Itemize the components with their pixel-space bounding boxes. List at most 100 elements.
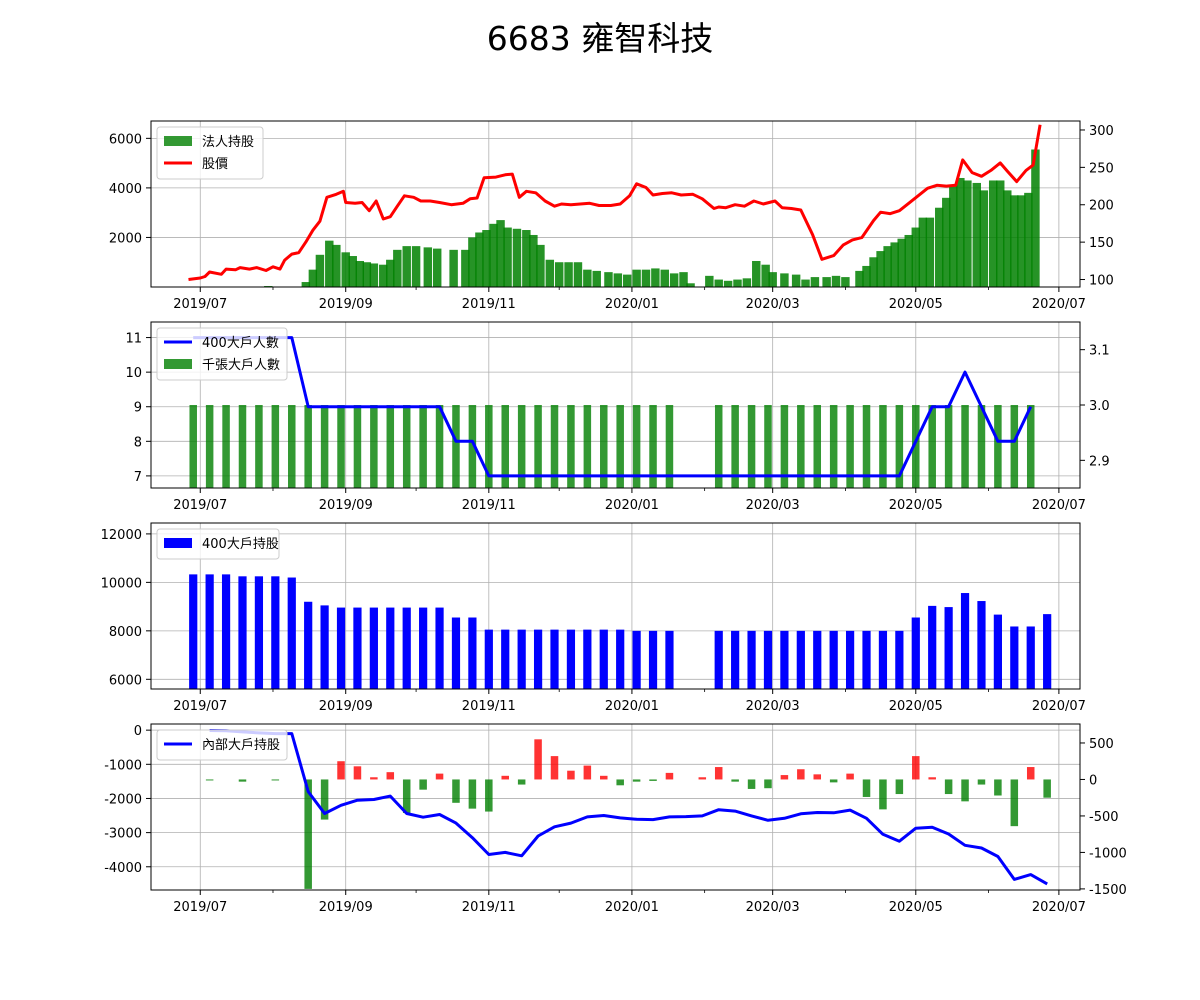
institutional-holding-bar	[841, 277, 850, 287]
thousand-lot-holder-bar	[485, 405, 493, 488]
weekly-change-bar	[649, 779, 657, 781]
holder-400-shares-bar	[845, 630, 855, 689]
y-right-tick-label: 100	[1089, 274, 1114, 289]
institutional-holding-bar	[355, 260, 365, 287]
thousand-lot-holder-bar	[435, 405, 444, 488]
thousand-lot-holder-bar	[747, 405, 756, 488]
institutional-holding-bar	[963, 180, 972, 287]
institutional-holding-bar	[411, 246, 421, 287]
panel-1: 2019/07 2019/09 2019/11 2020/01 2020/03 2020/…	[109, 120, 1114, 312]
thousand-lot-holder-bar	[452, 405, 460, 488]
institutional-holding-bar	[529, 234, 538, 287]
institutional-holding-bar	[768, 272, 777, 287]
weekly-change-bar	[386, 772, 395, 780]
holder-400-shares-bar	[731, 630, 740, 689]
institutional-holding-bar	[801, 279, 810, 287]
institutional-holding-bar	[325, 240, 334, 287]
institutional-holding-bar	[988, 180, 998, 287]
holder-400-shares-bar	[583, 629, 592, 689]
x-tick-label: 2020/05	[889, 297, 943, 312]
institutional-holding-bar	[512, 228, 522, 287]
thousand-lot-holder-bar	[337, 405, 345, 488]
institutional-holding-bar	[686, 283, 695, 287]
holder-400-shares-bar	[599, 629, 608, 689]
legend-label: 千張大戶人數	[202, 358, 280, 373]
holder-400-shares-bar	[435, 607, 444, 689]
holder-400-shares-bar	[533, 629, 543, 689]
institutional-holding-bar	[632, 269, 641, 287]
holder-400-shares-bar	[648, 630, 658, 689]
legend-bar-swatch	[164, 359, 192, 369]
institutional-holding-bar	[623, 274, 632, 287]
weekly-change-bar	[1010, 779, 1019, 827]
y-left-tick-label: 10000	[101, 576, 142, 591]
weekly-change-bar	[567, 770, 575, 780]
y-right-tick-label: -1000	[1089, 846, 1127, 861]
weekly-change-bar	[764, 779, 772, 789]
thousand-lot-holder-bar	[994, 405, 1002, 488]
thousand-lot-holder-bar	[714, 405, 723, 488]
holder-400-shares-bar	[221, 574, 231, 689]
institutional-holding-bar	[942, 197, 951, 287]
x-tick-label: 2019/09	[319, 297, 373, 312]
weekly-change-bar	[747, 779, 756, 789]
weekly-change-bar	[797, 769, 805, 780]
weekly-change-bar	[550, 756, 559, 780]
weekly-change-bar	[402, 779, 411, 814]
thousand-lot-holder-bar	[238, 405, 247, 488]
holder-400-shares-bar	[205, 574, 214, 689]
x-tick-label: 2019/09	[319, 699, 373, 714]
thousand-lot-holder-bar	[567, 405, 575, 488]
y-right-tick-label: -500	[1089, 810, 1119, 825]
weekly-change-bar	[485, 779, 493, 812]
thousand-lot-holder-bar	[288, 405, 296, 488]
thousand-lot-holder-bar	[797, 405, 805, 488]
x-tick-label: 2019/11	[462, 699, 516, 714]
y-left-tick-label: 2000	[109, 231, 142, 246]
y-left-tick-label: 9	[134, 401, 142, 416]
institutional-holding-bar	[1031, 149, 1040, 287]
holder-400-shares-bar	[238, 576, 247, 689]
weekly-change-bar	[961, 779, 969, 802]
x-tick-label: 2020/03	[746, 699, 800, 714]
institutional-holding-bar	[489, 223, 498, 287]
institutional-holding-bar	[522, 230, 531, 287]
institutional-holding-bar	[423, 247, 433, 287]
thousand-lot-holder-bar	[255, 405, 263, 488]
weekly-change-bar	[468, 779, 477, 809]
y-left-tick-label: -1000	[104, 758, 142, 773]
thousand-lot-holder-bar	[320, 405, 329, 488]
institutional-holding-bar	[348, 256, 357, 287]
y-left-tick-label: 4000	[109, 182, 142, 197]
thousand-lot-holder-bar	[402, 405, 411, 488]
weekly-change-bar	[517, 779, 526, 785]
thousand-lot-holder-bar	[813, 405, 822, 488]
holder-400-shares-bar	[566, 629, 576, 689]
thousand-lot-holder-bar	[370, 405, 378, 488]
holder-400-shares-bar	[320, 605, 329, 689]
x-tick-label: 2020/01	[605, 699, 659, 714]
institutional-holding-bar	[791, 274, 801, 287]
thousand-lot-holder-bar	[386, 405, 395, 488]
institutional-holding-bar	[503, 227, 512, 287]
institutional-holding-bar	[761, 264, 770, 287]
y-right-tick-label: 150	[1089, 236, 1114, 251]
thousand-lot-holder-bar	[944, 405, 953, 488]
holder-400-shares-bar	[714, 630, 723, 689]
institutional-holding-bar	[925, 217, 935, 287]
institutional-holding-bar	[301, 282, 311, 287]
thousand-lot-holder-bar	[1010, 405, 1019, 488]
institutional-holding-bar	[592, 270, 601, 287]
holder-400-count-line	[193, 336, 1033, 478]
institutional-holding-bar	[752, 260, 761, 287]
holder-400-shares-bar	[353, 607, 362, 689]
panel-2: 2019/07 2019/09 2019/11 2020/01 2020/03 2020/…	[125, 321, 1110, 513]
weekly-change-bar	[419, 779, 427, 790]
weekly-change-bar	[304, 779, 312, 889]
thousand-lot-holder-bar	[501, 405, 509, 488]
institutional-holding-bar	[669, 273, 679, 287]
institutional-holding-bar	[679, 272, 688, 287]
institutional-holding-bar	[876, 251, 885, 287]
holder-400-shares-bar	[550, 629, 559, 689]
